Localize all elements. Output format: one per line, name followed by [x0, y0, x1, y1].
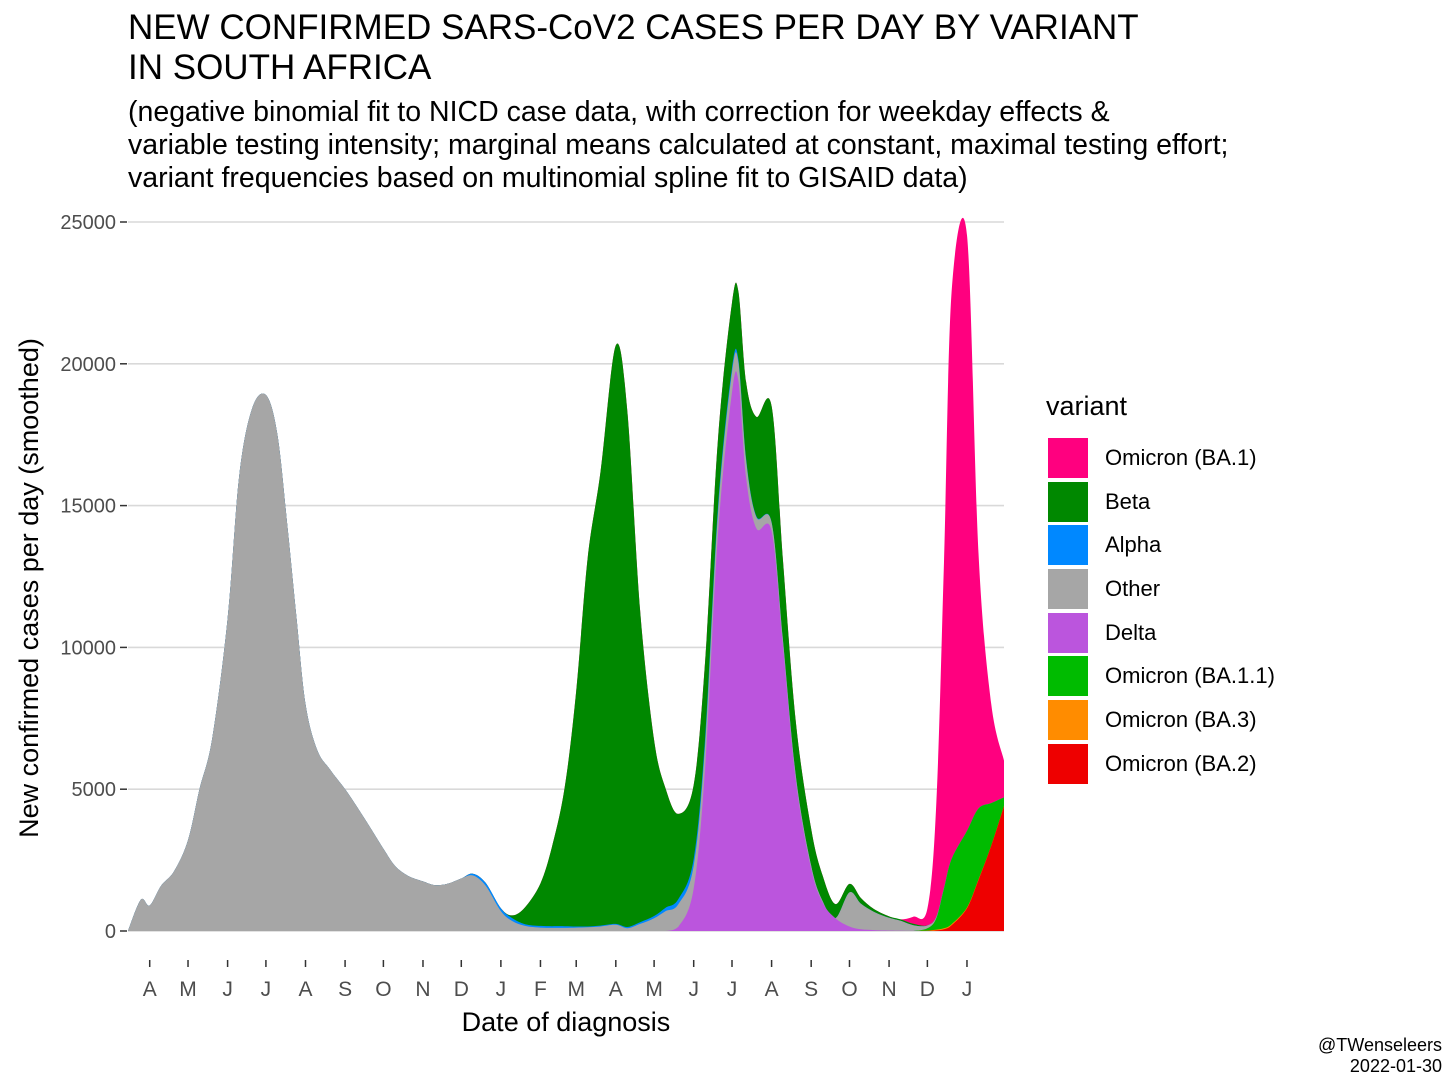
legend-swatch [1048, 525, 1088, 566]
x-tick-label: J [496, 978, 507, 1001]
x-tick-label: A [143, 978, 157, 1001]
x-tick-label: A [609, 978, 623, 1001]
legend-label: Omicron (BA.3) [1105, 707, 1257, 733]
x-tick-label: J [261, 978, 272, 1001]
x-tick-label: S [804, 978, 818, 1001]
x-tick-label: M [645, 978, 663, 1001]
legend-title: variant [1046, 391, 1128, 421]
x-tick-label: M [179, 978, 197, 1001]
x-tick-label: J [222, 978, 233, 1001]
y-tick-label: 0 [105, 921, 116, 943]
y-tick-label: 20000 [60, 354, 116, 376]
x-tick-label: J [962, 978, 973, 1001]
x-axis-title: Date of diagnosis [462, 1007, 671, 1037]
x-tick-label: A [298, 978, 312, 1001]
x-tick-label: O [375, 978, 391, 1001]
chart-subtitle: (negative binomial fit to NICD case data… [128, 96, 1229, 194]
x-tick-label: N [415, 978, 430, 1001]
x-tick-label: J [688, 978, 699, 1001]
x-tick-label: N [881, 978, 896, 1001]
x-tick-label: O [841, 978, 857, 1001]
y-axis-title: New confirmed cases per day (smoothed) [14, 338, 44, 838]
x-tick-label: D [920, 978, 935, 1001]
x-tick-label: S [338, 978, 352, 1001]
legend-label: Omicron (BA.2) [1105, 750, 1257, 776]
legend-swatch [1048, 481, 1088, 522]
x-tick-label: D [454, 978, 469, 1001]
chart-title: NEW CONFIRMED SARS-CoV2 CASES PER DAY BY… [128, 8, 1139, 87]
legend-swatch [1048, 700, 1088, 741]
legend-label: Alpha [1105, 532, 1162, 558]
area-series [128, 217, 1004, 932]
credit-handle: @TWenseleers [1318, 1035, 1442, 1055]
y-tick-label: 25000 [60, 212, 116, 234]
legend-swatch [1048, 569, 1088, 610]
legend-label: Beta [1105, 488, 1151, 514]
credit-date: 2022-01-30 [1349, 1056, 1442, 1076]
legend-swatch [1048, 743, 1088, 784]
x-tick-label: J [727, 978, 738, 1001]
legend-swatch [1048, 656, 1088, 697]
legend-label: Omicron (BA.1.1) [1105, 663, 1275, 689]
y-tick-label: 15000 [60, 496, 116, 518]
legend-label: Delta [1105, 619, 1157, 645]
x-tick-label: A [765, 978, 779, 1001]
y-tick-label: 10000 [60, 637, 116, 659]
legend-label: Omicron (BA.1) [1105, 445, 1257, 470]
x-tick-label: F [534, 978, 547, 1001]
legend-label: Other [1105, 576, 1161, 602]
legend-swatch [1048, 438, 1088, 478]
area-delta [128, 371, 1004, 932]
y-tick-label: 5000 [72, 779, 117, 801]
legend-swatch [1048, 612, 1088, 653]
x-tick-label: M [567, 978, 585, 1001]
credit: @TWenseleers 2022-01-30 [1318, 1035, 1442, 1077]
